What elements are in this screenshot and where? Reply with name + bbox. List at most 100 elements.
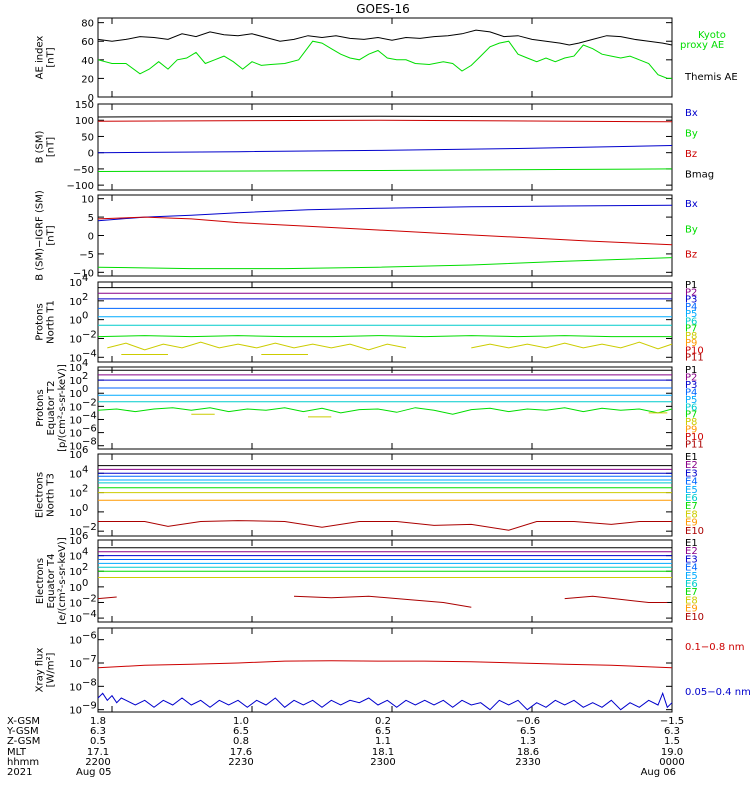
panel-frame: [97, 627, 673, 713]
y-tick-exponent: −2: [82, 329, 97, 340]
y-tick-label: 10: [69, 508, 82, 519]
y-tick-label: 10: [69, 278, 82, 289]
y-tick-base: 10: [69, 278, 82, 289]
panel-bdiff: −10 −5 0 5 10 B (SM)−IGRF (SM) [nT] Bx By Bz: [35, 190, 698, 281]
y-tick-label: 10: [69, 297, 82, 308]
footer-value: 18.1: [372, 747, 394, 758]
footer-value: 1.5: [664, 736, 680, 747]
y-tick-exponent: 0: [82, 384, 88, 395]
y-tick-exponent: 6: [82, 531, 88, 542]
y-tick-label: 10: [69, 706, 82, 717]
legend-entry: P8: [685, 331, 697, 342]
y-tick-base: 10: [69, 429, 82, 440]
y-tick-base: 10: [69, 297, 82, 308]
y-tick-label: −100: [67, 181, 94, 192]
y-tick-exponent: 2: [82, 292, 88, 303]
legend-entry: E4: [685, 477, 698, 488]
panel-frame: [97, 453, 673, 537]
legend-entry: E7: [685, 587, 698, 598]
footer-value: 1.8: [90, 716, 106, 727]
legend-entry: P2: [685, 372, 697, 383]
y-tick-label: 10: [69, 552, 82, 563]
y-tick-base: 10: [69, 598, 82, 609]
footer-value: 1.0: [233, 716, 249, 727]
legend-entry: E4: [685, 563, 698, 574]
legend-entry: By: [685, 224, 698, 235]
series-line-e_equator-8: [97, 596, 117, 600]
legend-entry: P10: [685, 345, 704, 356]
panel-frame: [97, 366, 673, 450]
y-tick-base: 10: [69, 489, 82, 500]
legend-entry: E1: [685, 452, 698, 463]
y-tick-base: 10: [69, 682, 82, 693]
y-tick-base: 10: [69, 469, 82, 480]
y-tick-base: 10: [69, 636, 82, 647]
legend-entry: E2: [685, 460, 698, 471]
legend-entry: E5: [685, 571, 698, 582]
y-tick-label: −50: [73, 165, 94, 176]
y-axis-label: [W/m²]: [46, 652, 57, 687]
y-tick-label: 10: [69, 536, 82, 547]
y-tick-label: 10: [69, 614, 82, 625]
y-tick-exponent: 0: [82, 578, 88, 589]
legend-entry: P4: [685, 302, 697, 313]
footer-value: 6.3: [664, 726, 680, 737]
series-line-e_north-9: [98, 520, 672, 531]
y-tick-label: −5: [79, 250, 94, 261]
legend-entry: P1: [685, 280, 697, 291]
series-line-e_equator-9: [293, 595, 472, 608]
legend-entry: P4: [685, 387, 697, 398]
footer-value: 2230: [228, 757, 253, 768]
y-tick-label: 10: [69, 682, 82, 693]
y-tick-base: 10: [69, 536, 82, 547]
y-tick-label: 10: [81, 195, 94, 206]
footer-value: 0.5: [90, 736, 106, 747]
footer-value: −0.6: [516, 716, 540, 727]
legend-entry: P3: [685, 295, 697, 306]
series-line-bsm-1: [97, 119, 673, 123]
legend-entry: E7: [685, 501, 698, 512]
y-axis-label: North T3: [46, 473, 57, 517]
series-line-ae-0: [97, 29, 673, 46]
legend-entry: E8: [685, 595, 698, 606]
legend-entry: P6: [685, 316, 697, 327]
legend-entry: E1: [685, 538, 698, 549]
y-tick-label: 10: [69, 598, 82, 609]
footer-value: 2300: [370, 757, 395, 768]
y-tick-label: 10: [69, 334, 82, 345]
panel-frame: [97, 281, 673, 363]
y-tick-base: 10: [69, 353, 82, 364]
y-axis-label: B (SM)−IGRF (SM): [35, 190, 46, 281]
panel-frame: [97, 539, 673, 623]
y-tick-label: 10: [69, 376, 82, 387]
legend-entry: E6: [685, 579, 698, 590]
y-axis-label: [p/(cm²-s-sr-keV)]: [57, 364, 68, 452]
y-tick-exponent: 4: [82, 464, 88, 475]
y-tick-base: 10: [69, 527, 82, 538]
legend-entry: 0.1−0.8 nm: [685, 642, 744, 653]
y-tick-base: 10: [69, 567, 82, 578]
series-line-p_north-8: [471, 341, 673, 350]
chart-title: GOES-16: [356, 2, 410, 16]
legend-entry: P6: [685, 402, 697, 413]
series-line-xray-0: [97, 660, 673, 669]
y-tick-base: 10: [69, 614, 82, 625]
y-axis-label: B (SM): [35, 130, 46, 163]
y-tick-label: 20: [81, 74, 94, 85]
series-line-ae-1: [97, 40, 672, 79]
y-tick-label: 5: [88, 213, 94, 224]
legend-entry: P5: [685, 309, 697, 320]
legend-entry: Kyoto: [698, 30, 726, 41]
y-axis-label: [e/(cm²-s-sr-keV)]: [57, 537, 68, 625]
y-tick-label: 10: [69, 353, 82, 364]
y-tick-base: 10: [69, 402, 82, 413]
legend-entry: proxy AE: [680, 40, 724, 51]
y-tick-label: 10: [69, 567, 82, 578]
footer-value: Aug 05: [76, 767, 111, 778]
y-tick-base: 10: [69, 363, 82, 374]
